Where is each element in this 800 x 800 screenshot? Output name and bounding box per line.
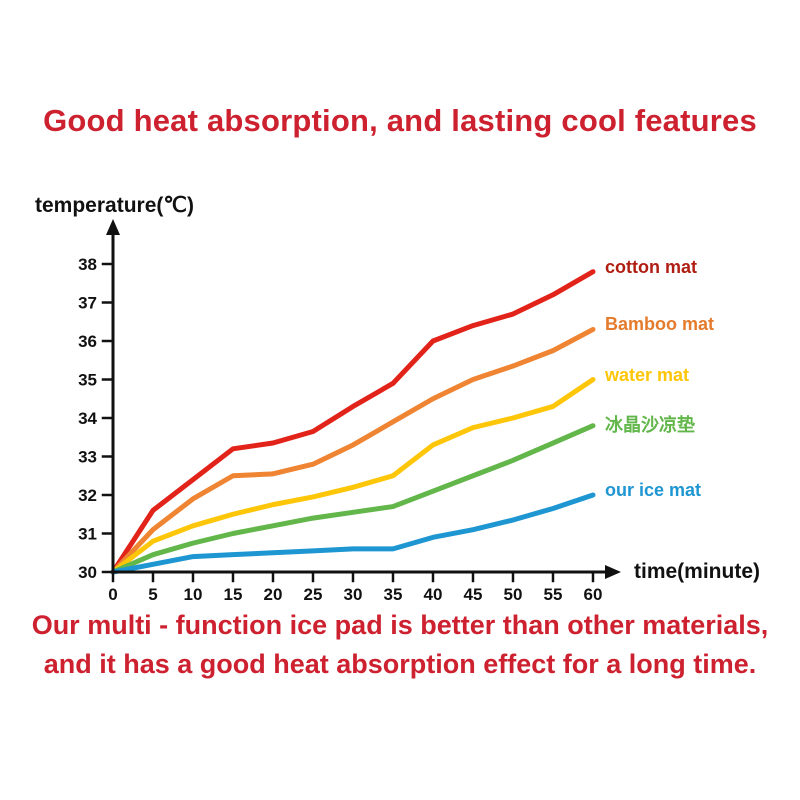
- legend-water-mat: water mat: [605, 364, 690, 385]
- svg-text:60: 60: [584, 585, 603, 604]
- legend-our-ice-mat: our ice mat: [605, 480, 702, 500]
- svg-text:15: 15: [224, 585, 243, 604]
- legend-cotton-mat: cotton mat: [605, 256, 697, 277]
- svg-text:36: 36: [78, 332, 97, 351]
- svg-text:37: 37: [78, 294, 97, 313]
- svg-text:32: 32: [78, 486, 97, 505]
- footer-text-line-1: Our multi - function ice pad is better t…: [31, 610, 769, 640]
- svg-text:20: 20: [264, 585, 283, 604]
- svg-text:35: 35: [384, 585, 403, 604]
- svg-text:5: 5: [148, 585, 157, 604]
- legend-ice-crystal-sand-mat: 冰晶沙凉垫: [605, 414, 695, 435]
- footer-text-line-2: and it has a good heat absorption effect…: [43, 649, 757, 679]
- svg-text:33: 33: [78, 448, 97, 467]
- svg-text:34: 34: [78, 409, 97, 428]
- svg-text:40: 40: [424, 585, 443, 604]
- svg-text:45: 45: [464, 585, 483, 604]
- svg-text:38: 38: [78, 255, 97, 274]
- svg-text:50: 50: [504, 585, 523, 604]
- svg-text:30: 30: [344, 585, 363, 604]
- svg-text:25: 25: [304, 585, 323, 604]
- svg-text:0: 0: [108, 585, 117, 604]
- svg-text:35: 35: [78, 371, 97, 390]
- svg-text:55: 55: [544, 585, 563, 604]
- y-axis-title: temperature(℃): [35, 194, 194, 217]
- x-axis-title: time(minute): [634, 560, 760, 583]
- svg-text:31: 31: [78, 525, 97, 544]
- svg-text:30: 30: [78, 563, 97, 582]
- svg-text:10: 10: [184, 585, 203, 604]
- legend-bamboo-mat: Bamboo mat: [605, 314, 715, 335]
- page-title: Good heat absorption, and lasting cool f…: [43, 103, 757, 138]
